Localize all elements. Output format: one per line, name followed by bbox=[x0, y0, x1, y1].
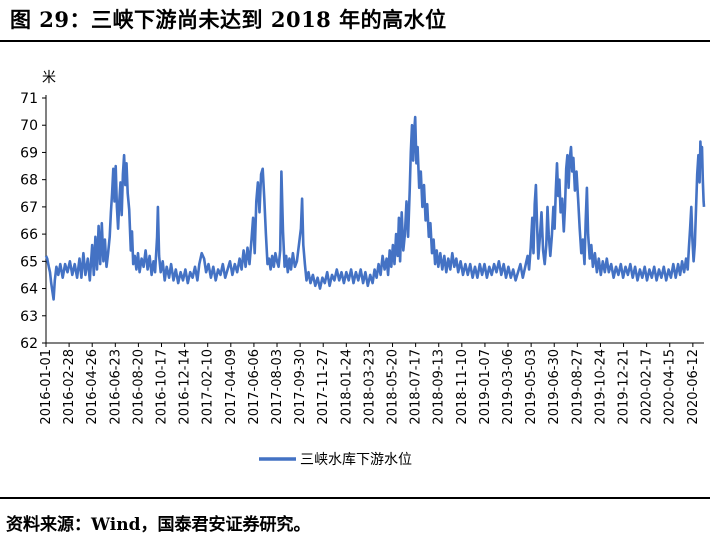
x-tick-label: 2018-01-24 bbox=[339, 349, 354, 425]
y-tick-label: 62 bbox=[20, 336, 38, 352]
x-tick-label: 2016-04-26 bbox=[85, 349, 100, 425]
x-tick-label: 2019-03-06 bbox=[501, 349, 516, 425]
y-tick-label: 68 bbox=[20, 173, 38, 189]
x-tick-label: 2017-09-30 bbox=[293, 349, 308, 425]
x-tick-label: 2019-12-21 bbox=[617, 349, 632, 425]
x-tick-label: 2016-08-20 bbox=[131, 349, 146, 425]
source-note: 资料来源：Wind，国泰君安证券研究。 bbox=[6, 515, 311, 535]
x-tick-label: 2017-04-09 bbox=[224, 349, 239, 425]
y-tick-label: 70 bbox=[20, 118, 38, 134]
y-tick-label: 64 bbox=[20, 282, 38, 298]
x-tick-label: 2019-01-07 bbox=[478, 349, 493, 425]
x-tick-label: 2018-03-23 bbox=[362, 349, 377, 425]
x-tick-label: 2018-11-10 bbox=[455, 349, 470, 425]
y-tick-label: 65 bbox=[20, 254, 38, 270]
x-tick-label: 2017-06-06 bbox=[247, 349, 262, 425]
series-layer bbox=[44, 115, 706, 301]
x-tick-label: 2018-05-20 bbox=[386, 349, 401, 425]
legend: 三峡水库下游水位 bbox=[259, 452, 412, 468]
bottom-rule bbox=[0, 497, 710, 499]
x-tick-label: 2016-02-28 bbox=[62, 349, 77, 425]
top-rule bbox=[0, 40, 710, 42]
chart-axes: 62 63 64 65 66 67 68 69 70 71 2016-01-01 2016-02-28… bbox=[20, 91, 704, 425]
y-tick-label: 71 bbox=[20, 91, 38, 107]
water-level-chart: 62 63 64 65 66 67 68 69 70 71 2016-01-01 2016-02-28… bbox=[20, 70, 706, 468]
x-tick-label: 2020-06-12 bbox=[686, 349, 701, 425]
x-tick-label: 2016-06-23 bbox=[108, 349, 123, 425]
x-tick-label: 2019-05-03 bbox=[524, 349, 539, 425]
x-tick-label: 2020-02-17 bbox=[640, 349, 655, 425]
x-tick-label: 2019-06-30 bbox=[547, 349, 562, 425]
x-tick-label: 2017-08-03 bbox=[270, 349, 285, 425]
y-tick-label: 66 bbox=[20, 227, 38, 243]
legend-label: 三峡水库下游水位 bbox=[300, 452, 412, 468]
y-tick-label: 69 bbox=[20, 145, 38, 161]
y-tick-label: 63 bbox=[20, 309, 38, 325]
y-tick-label: 67 bbox=[20, 200, 38, 216]
x-tick-label: 2016-12-14 bbox=[178, 349, 193, 425]
x-tick-label: 2016-10-17 bbox=[155, 349, 170, 425]
x-tick-label: 2019-10-24 bbox=[593, 349, 608, 425]
x-tick-label: 2017-11-27 bbox=[316, 349, 331, 425]
series-line-0 bbox=[44, 115, 706, 301]
y-axis-unit-label: 米 bbox=[42, 70, 56, 86]
x-tick-label: 2017-02-10 bbox=[201, 349, 216, 425]
x-tick-label: 2019-08-27 bbox=[570, 349, 585, 425]
x-tick-label: 2018-09-13 bbox=[432, 349, 447, 425]
x-tick-label: 2020-04-15 bbox=[663, 349, 678, 425]
x-tick-label: 2018-07-17 bbox=[409, 349, 424, 425]
x-tick-label: 2016-01-01 bbox=[39, 349, 54, 425]
figure-title: 图 29：三峡下游尚未达到 2018 年的高水位 bbox=[10, 7, 447, 32]
